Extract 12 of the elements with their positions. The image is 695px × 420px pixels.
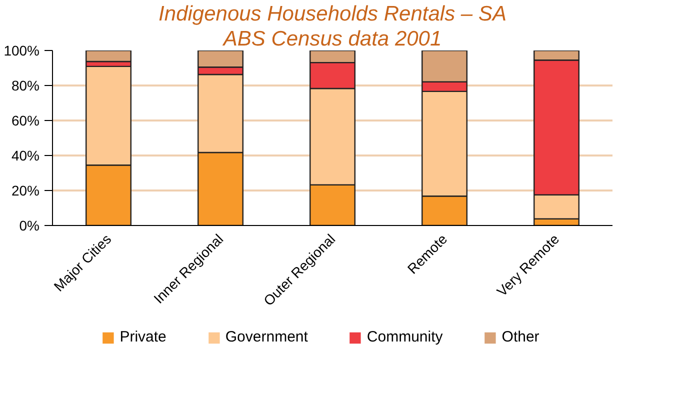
y-tick-label: 100% [4, 42, 40, 58]
y-tick-label: 80% [11, 78, 40, 94]
chart-subtitle: ABS Census data 2001 [221, 28, 442, 50]
y-tick-label: 60% [11, 112, 40, 128]
legend-label: Community [366, 328, 443, 346]
legend-label: Private [120, 328, 166, 346]
y-tick-label: 0% [19, 218, 40, 234]
y-tick-label: 40% [11, 148, 40, 164]
legend-label: Other [502, 328, 540, 346]
legend-label: Government [225, 328, 308, 346]
y-tick-label: 20% [11, 182, 40, 198]
chart-title: Indigenous Households Rentals – SA [158, 2, 506, 26]
